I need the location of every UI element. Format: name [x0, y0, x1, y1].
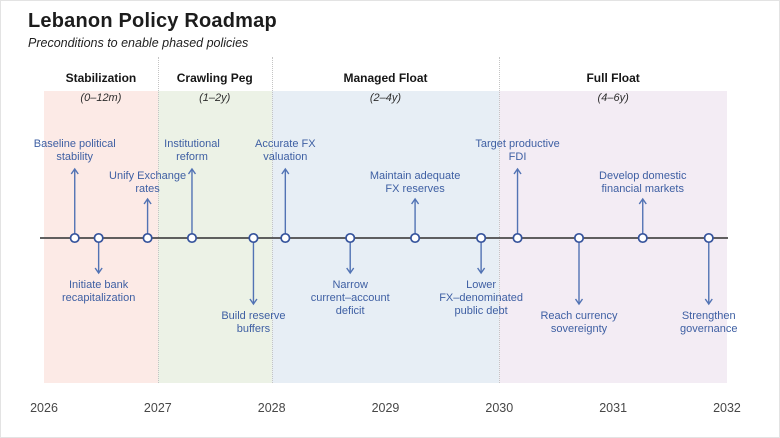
event-label: Target productive FDI — [475, 138, 560, 163]
arrowhead-down-icon — [574, 298, 584, 306]
phase-band-3 — [499, 91, 727, 383]
timeline-marker — [345, 232, 356, 244]
timeline-marker — [637, 232, 648, 244]
phase-title: Managed Float — [343, 71, 428, 85]
event-label: Strengthen governance — [680, 310, 738, 335]
timeline-marker — [410, 232, 421, 244]
arrowhead-down-icon — [94, 267, 103, 275]
timeline-marker — [142, 232, 153, 244]
year-label: 2030 — [485, 401, 514, 415]
phase-separator — [271, 57, 273, 383]
timeline-marker — [703, 232, 714, 244]
year-label: 2027 — [143, 401, 172, 415]
event-label: Accurate FX valuation — [255, 138, 316, 163]
phase-title: Stabilization — [65, 71, 137, 85]
year-label: 2031 — [599, 401, 628, 415]
arrowhead-up-icon — [70, 167, 79, 175]
event-label: Institutional reform — [164, 138, 220, 163]
event-label: Maintain adequate FX reserves — [369, 170, 461, 195]
arrowhead-up-icon — [638, 197, 647, 205]
year-label: 2026 — [30, 401, 58, 415]
event-label: Initiate bank recapitalization — [61, 279, 136, 304]
arrowhead-up-icon — [143, 197, 152, 205]
timeline-marker — [186, 232, 198, 244]
phase-title: Full Float — [586, 71, 640, 85]
event-label: Reach currency sovereignty — [540, 310, 618, 335]
year-label: 2029 — [371, 401, 400, 415]
phase-duration: (2–4y) — [369, 92, 402, 104]
year-label: 2032 — [713, 401, 741, 415]
event-label: Develop domestic financial markets — [599, 170, 687, 195]
arrowhead-up-icon — [281, 167, 290, 175]
phase-separator — [157, 57, 159, 383]
phase-duration: (0–12m) — [80, 92, 122, 104]
phase-title: Crawling Peg — [176, 71, 253, 85]
phase-separator — [499, 57, 501, 383]
timeline-marker — [476, 232, 487, 244]
timeline-marker — [280, 232, 291, 244]
event-label: Narrow current–account deficit — [310, 279, 390, 317]
page-subtitle: Preconditions to enable phased policies — [28, 36, 249, 50]
year-label: 2028 — [257, 401, 286, 415]
event-label: Lower FX–denominated public debt — [439, 279, 523, 317]
event-label: Unify Exchange rates — [109, 170, 187, 195]
timeline-marker — [512, 232, 523, 244]
page-title: Lebanon Policy Roadmap — [28, 10, 277, 32]
arrowhead-down-icon — [704, 298, 713, 306]
timeline-marker — [573, 232, 585, 244]
timeline-marker — [69, 232, 80, 244]
phase-duration: (4–6y) — [597, 92, 629, 104]
arrowhead-down-icon — [477, 267, 486, 275]
phase-duration: (1–2y) — [199, 92, 231, 104]
arrowhead-down-icon — [249, 298, 258, 306]
event-label: Build reserve buffers — [221, 310, 286, 335]
arrowhead-down-icon — [346, 267, 355, 275]
arrowhead-up-icon — [411, 197, 420, 205]
arrowhead-up-icon — [513, 167, 522, 175]
arrowhead-up-icon — [187, 167, 197, 175]
event-label: Baseline political stability — [33, 138, 116, 163]
phase-band-2 — [271, 91, 500, 383]
timeline-marker — [93, 232, 104, 244]
timeline-marker — [248, 232, 259, 244]
